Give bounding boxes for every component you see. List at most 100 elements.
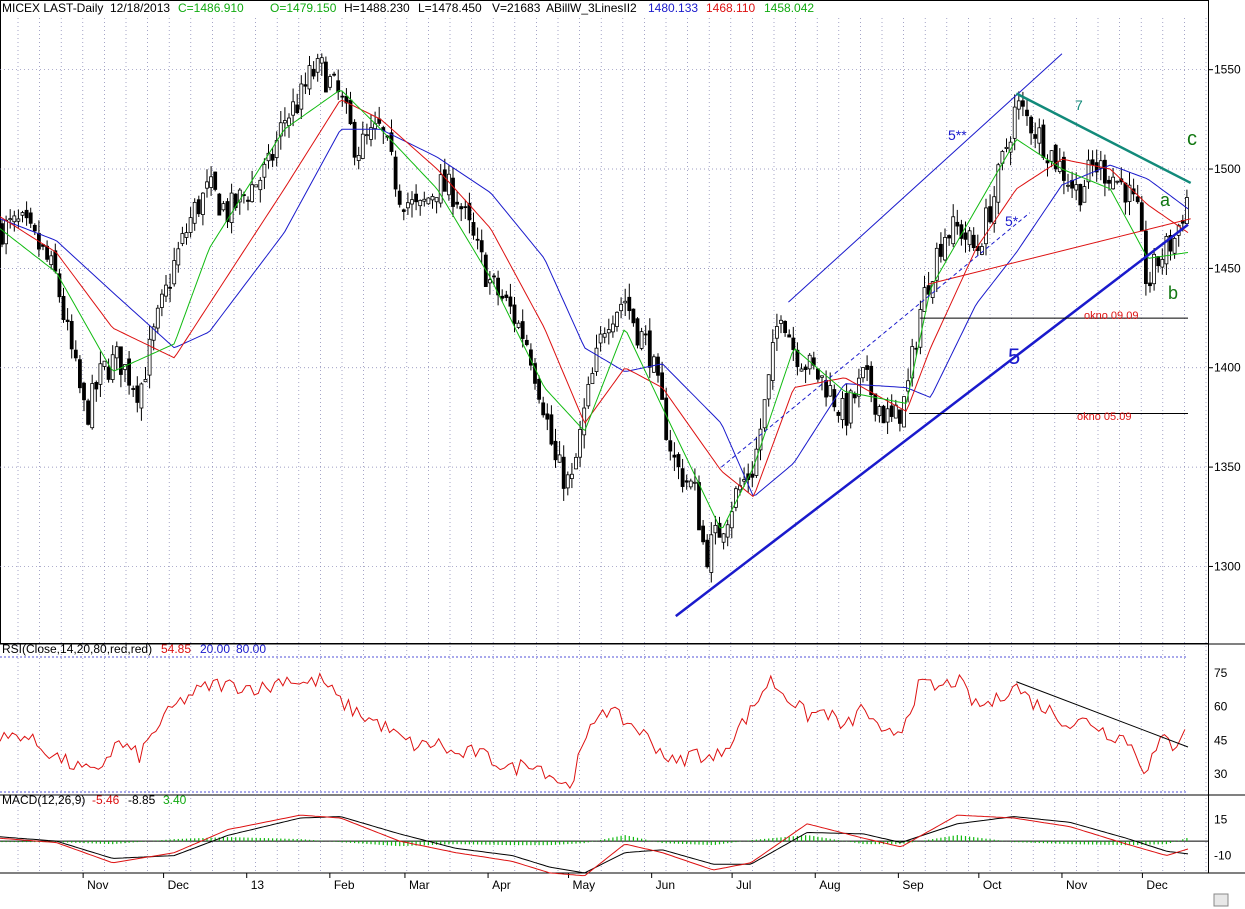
candle-body	[602, 333, 607, 338]
candle-body	[172, 260, 177, 285]
candle-body	[237, 189, 242, 203]
candle-body	[570, 473, 574, 479]
candle-body	[307, 65, 312, 90]
macd-label: MACD(12,26,9)	[2, 793, 85, 807]
candle-body	[881, 405, 886, 424]
candle-body	[200, 192, 205, 215]
candle-body	[8, 218, 13, 221]
time-tick-label: Apr	[492, 878, 511, 892]
candle-body	[168, 286, 173, 289]
candle-body	[684, 480, 689, 483]
price-axis: 1550 1500 1450 1400 1350 1300	[1208, 63, 1241, 573]
candle-body	[188, 217, 193, 233]
wave-b-label: b	[1168, 283, 1178, 303]
candle-body	[410, 199, 414, 205]
candle-body	[1066, 184, 1070, 187]
candle-body	[438, 174, 443, 204]
candle-body	[139, 383, 144, 409]
candle-body	[631, 308, 636, 324]
candle-body	[611, 323, 615, 333]
price-panel-frame	[0, 0, 1209, 644]
candle-body	[155, 307, 160, 329]
candle-body	[586, 384, 591, 407]
candle-body	[713, 524, 718, 534]
candle-body	[28, 212, 33, 224]
candle-body	[848, 390, 853, 424]
candle-body	[1148, 282, 1152, 287]
candle-body	[299, 83, 304, 110]
candle-body	[1156, 256, 1161, 267]
candle-body	[549, 414, 554, 445]
candle-body	[922, 287, 927, 312]
candle-body	[705, 539, 710, 568]
candle-body	[45, 245, 49, 260]
candle-body	[217, 193, 222, 216]
candle-body	[196, 199, 201, 215]
candle-body	[192, 201, 197, 224]
time-tick-label: Jun	[656, 878, 675, 892]
candle-body	[791, 337, 796, 350]
ma-line-red	[0, 99, 1189, 498]
wave-5-label: 5	[1008, 344, 1020, 369]
macd-hist-value: 3.40	[163, 793, 187, 807]
time-tick-label: Mar	[409, 878, 430, 892]
candle-body	[0, 223, 4, 245]
candle-body	[656, 356, 660, 376]
candle-body	[20, 212, 25, 216]
candle-body	[508, 296, 513, 307]
candle-body	[1033, 134, 1038, 139]
candle-body	[984, 207, 988, 245]
candle-body	[98, 363, 103, 385]
time-tick-label: Nov	[1066, 878, 1087, 892]
candle-body	[750, 473, 755, 478]
price-tick-label: 1500	[1214, 162, 1241, 176]
candle-body	[828, 385, 833, 397]
candle-body	[598, 333, 603, 344]
okno-0909-label: okno 09.09	[1084, 310, 1138, 322]
candle-body	[971, 234, 976, 249]
candle-body	[463, 206, 468, 209]
candle-body	[311, 68, 316, 77]
candle-body	[369, 127, 373, 140]
candle-body	[676, 454, 681, 468]
candle-body	[340, 95, 345, 98]
candle-body	[766, 374, 771, 400]
candle-body	[1012, 106, 1017, 139]
candle-body	[775, 326, 779, 339]
candle-body	[803, 366, 808, 370]
candle-body	[262, 163, 267, 178]
okno-0509-label: okno 05.09	[1077, 411, 1131, 423]
candle-body	[487, 279, 492, 284]
candle-body	[393, 156, 398, 190]
candle-body	[729, 511, 734, 529]
macd-signal-value: -8.85	[128, 793, 156, 807]
candle-body	[270, 154, 275, 161]
candle-body	[647, 330, 652, 368]
rsi-tick-label: 60	[1214, 700, 1228, 714]
candle-body	[114, 346, 119, 359]
candle-body	[414, 193, 419, 203]
candle-body	[1090, 159, 1095, 166]
price-tick-label: 1550	[1214, 63, 1241, 77]
high-label: H=1488.230	[344, 1, 410, 15]
rsi-axis: 75 60 45 30	[1214, 666, 1228, 781]
candle-body	[1160, 259, 1165, 268]
candle-body	[742, 479, 746, 482]
rsi-label: RSI(Close,14,20,80,red,red)	[2, 642, 152, 656]
time-tick-label: Feb	[334, 878, 355, 892]
candle-body	[902, 396, 906, 428]
candle-body	[69, 320, 74, 350]
candle-body	[557, 454, 562, 463]
indicator-label: ABillW_3LinesII2	[546, 1, 637, 15]
candle-body	[1185, 197, 1189, 225]
candle-body	[504, 294, 509, 298]
candle-body	[537, 378, 541, 400]
scroll-button[interactable]	[1213, 893, 1229, 907]
candle-body	[24, 209, 29, 219]
rsi-tick-label: 45	[1214, 733, 1228, 747]
candle-body	[516, 322, 521, 328]
time-axis: Nov Dec 13 Feb Mar Apr May Jun Jul Aug Sep Oct Nov De…	[82, 873, 1168, 892]
candle-body	[1053, 144, 1058, 170]
rsi-high: 80.00	[236, 642, 266, 656]
candle-body	[606, 329, 611, 334]
